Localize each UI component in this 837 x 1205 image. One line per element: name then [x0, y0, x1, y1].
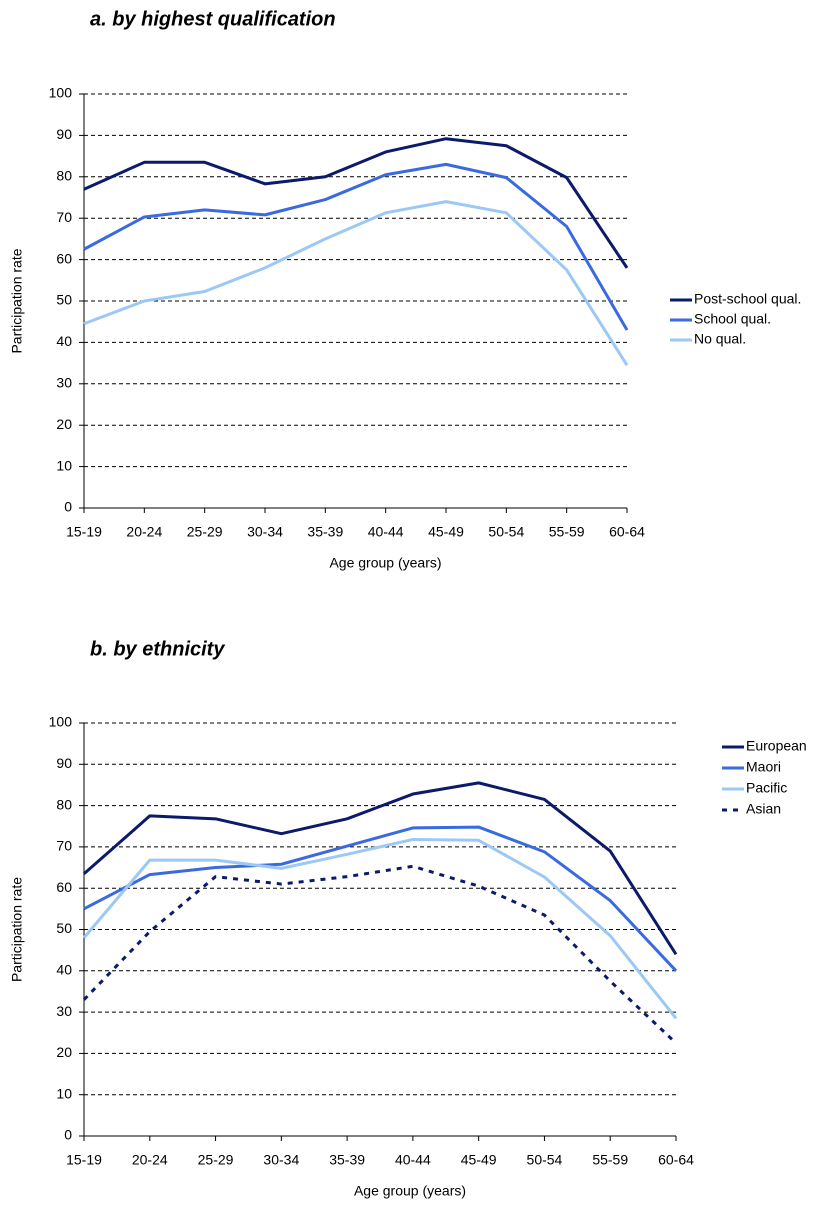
y-tick-label: 60: [56, 879, 72, 895]
y-tick-label: 90: [56, 126, 72, 142]
legend-label: Maori: [746, 759, 781, 775]
x-tick-label: 25-29: [187, 524, 223, 540]
y-tick-label: 10: [56, 1085, 72, 1101]
x-tick-label: 55-59: [592, 1152, 628, 1168]
legend-label: School qual.: [694, 311, 771, 327]
x-tick-label: 55-59: [549, 524, 585, 540]
y-tick-label: 10: [56, 457, 72, 473]
legend-label: Pacific: [746, 780, 787, 796]
y-tick-label: 40: [56, 333, 72, 349]
x-tick-label: 15-19: [66, 524, 102, 540]
y-tick-label: 50: [56, 292, 72, 308]
x-tick-label: 45-49: [461, 1152, 497, 1168]
y-tick-label: 80: [56, 796, 72, 812]
y-tick-label: 60: [56, 250, 72, 266]
x-tick-label: 60-64: [658, 1152, 694, 1168]
x-tick-label: 40-44: [395, 1152, 431, 1168]
y-tick-label: 50: [56, 920, 72, 936]
series-line: [82, 864, 678, 1045]
series-line: [83, 200, 629, 366]
x-tick-label: 30-34: [247, 524, 283, 540]
y-tick-label: 80: [56, 168, 72, 184]
legend-label: Asian: [746, 801, 781, 817]
x-tick-label: 60-64: [609, 524, 645, 540]
legend-label: Post-school qual.: [694, 291, 801, 307]
legend-label: European: [746, 738, 807, 754]
chart-title: a. by highest qualification: [90, 8, 336, 30]
y-tick-label: 40: [56, 962, 72, 978]
x-tick-label: 45-49: [428, 524, 464, 540]
y-tick-label: 90: [56, 755, 72, 771]
chart-title: b. by ethnicity: [90, 638, 225, 660]
y-tick-label: 70: [56, 209, 72, 225]
x-tick-label: 50-54: [527, 1152, 563, 1168]
x-tick-label: 15-19: [66, 1152, 102, 1168]
y-tick-label: 20: [56, 416, 72, 432]
y-tick-label: 100: [49, 85, 73, 101]
x-axis-label: Age group (years): [354, 1183, 466, 1199]
y-tick-label: 0: [64, 1127, 72, 1143]
x-tick-label: 35-39: [329, 1152, 365, 1168]
series-line: [83, 781, 678, 956]
series-line: [83, 137, 629, 269]
y-axis-label: Participation rate: [9, 877, 25, 982]
x-tick-label: 25-29: [198, 1152, 234, 1168]
y-tick-label: 70: [56, 838, 72, 854]
x-tick-label: 35-39: [307, 524, 343, 540]
y-tick-label: 30: [56, 1003, 72, 1019]
series-line: [82, 837, 678, 1020]
x-tick-label: 20-24: [132, 1152, 168, 1168]
x-tick-label: 40-44: [368, 524, 404, 540]
y-tick-label: 0: [64, 499, 72, 515]
x-tick-label: 50-54: [488, 524, 524, 540]
y-tick-label: 20: [56, 1044, 72, 1060]
x-tick-label: 30-34: [263, 1152, 299, 1168]
series-line: [83, 825, 678, 972]
series-line: [83, 162, 629, 331]
y-tick-label: 30: [56, 375, 72, 391]
legend-label: No qual.: [694, 331, 746, 347]
x-tick-label: 20-24: [126, 524, 162, 540]
y-tick-label: 100: [49, 714, 73, 730]
x-axis-label: Age group (years): [329, 555, 441, 571]
y-axis-label: Participation rate: [9, 248, 25, 353]
